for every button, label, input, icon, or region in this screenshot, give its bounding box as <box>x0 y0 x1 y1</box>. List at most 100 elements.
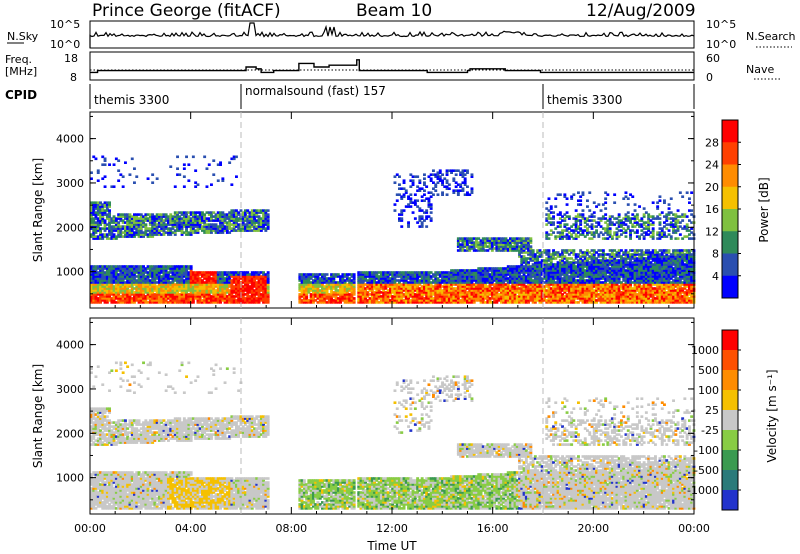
heatmap-cell <box>121 273 125 276</box>
heatmap-cell <box>230 293 234 296</box>
heatmap-cell <box>332 285 336 288</box>
heatmap-cell <box>312 289 315 292</box>
heatmap-cell <box>94 211 98 214</box>
heatmap-cell <box>302 275 306 278</box>
heatmap-cell <box>207 283 211 286</box>
heatmap-cell <box>210 285 213 288</box>
heatmap-cell <box>345 301 349 304</box>
heatmap-cell <box>307 273 311 276</box>
heatmap-cell <box>94 225 98 228</box>
heatmap-cell <box>180 287 184 290</box>
heatmap-cell <box>357 295 361 298</box>
heatmap-cell <box>112 285 116 288</box>
heatmap-cell <box>189 299 193 302</box>
heatmap-cell <box>187 219 191 222</box>
heatmap-cell <box>262 219 265 222</box>
heatmap-cell <box>101 281 105 284</box>
heatmap-cell <box>225 227 229 230</box>
heatmap-cell <box>155 297 159 300</box>
heatmap-cell <box>164 267 168 270</box>
heatmap-cell <box>121 281 125 284</box>
heatmap-cell <box>124 271 127 274</box>
heatmap-cell <box>130 297 134 300</box>
heatmap-cell <box>167 229 170 232</box>
heatmap-cell <box>191 221 195 224</box>
heatmap-cell <box>128 277 132 280</box>
heatmap-cell <box>148 295 152 298</box>
heatmap-cell <box>348 299 352 302</box>
heatmap-cell <box>201 279 204 282</box>
heatmap-cell <box>96 203 100 206</box>
heatmap-cell <box>266 281 270 284</box>
heatmap-cell <box>194 181 198 184</box>
heatmap-cell <box>182 167 186 170</box>
heatmap-cell <box>148 217 152 220</box>
heatmap-cell <box>110 217 114 220</box>
heatmap-cell <box>250 295 254 298</box>
heatmap-cell <box>160 295 164 298</box>
heatmap-cell <box>164 265 168 268</box>
heatmap-cell <box>99 275 102 278</box>
heatmap-cell <box>182 295 186 298</box>
heatmap-cell <box>191 287 195 290</box>
heatmap-cell <box>171 269 175 272</box>
heatmap-cell <box>235 281 238 284</box>
heatmap-cell <box>180 265 184 268</box>
heatmap-cell <box>246 293 250 296</box>
heatmap-cell <box>219 217 222 220</box>
heatmap-cell <box>142 295 145 298</box>
heatmap-cell <box>126 265 130 268</box>
heatmap-cell <box>160 215 164 218</box>
heatmap-cell <box>361 299 365 302</box>
heatmap-cell <box>221 177 225 180</box>
heatmap-cell <box>232 285 236 288</box>
heatmap-cell <box>366 283 370 286</box>
heatmap-cell <box>259 221 263 224</box>
heatmap-cell <box>135 289 139 292</box>
heatmap-cell <box>348 297 352 300</box>
heatmap-cell <box>228 223 232 226</box>
heatmap-cell <box>321 273 324 276</box>
heatmap-cell <box>334 285 338 288</box>
heatmap-cell <box>176 271 179 274</box>
heatmap-cell <box>103 175 107 178</box>
heatmap-cell <box>155 177 159 180</box>
heatmap-cell <box>429 177 433 180</box>
heatmap-cell <box>201 275 204 278</box>
heatmap-cell <box>264 215 268 218</box>
heatmap-cell <box>253 227 256 230</box>
heatmap-cell <box>151 223 155 226</box>
heatmap-cell <box>133 273 136 276</box>
heatmap-cell <box>364 299 367 302</box>
heatmap-cell <box>187 277 191 280</box>
heatmap-cell <box>194 293 198 296</box>
heatmap-cell <box>264 293 268 296</box>
heatmap-cell <box>246 215 250 218</box>
heatmap-cell <box>103 209 107 212</box>
heatmap-cell <box>266 213 270 216</box>
heatmap-cell <box>178 217 182 220</box>
heatmap-cell <box>210 231 213 234</box>
heatmap-cell <box>130 231 134 234</box>
heatmap-cell <box>343 295 347 298</box>
heatmap-cell <box>221 227 225 230</box>
heatmap-cell <box>298 283 302 286</box>
heatmap-cell <box>119 295 123 298</box>
heatmap-cell <box>103 233 107 236</box>
heatmap-cell <box>155 267 159 270</box>
heatmap-cell <box>325 293 329 296</box>
heatmap-cell <box>214 299 218 302</box>
heatmap-cell <box>99 301 102 304</box>
heatmap-cell <box>105 265 109 268</box>
heatmap-cell <box>250 271 254 274</box>
heatmap-cell <box>155 233 159 236</box>
heatmap-cell <box>108 287 111 290</box>
heatmap-cell <box>130 265 134 268</box>
heatmap-cell <box>330 279 333 282</box>
heatmap-cell <box>146 219 150 222</box>
heatmap-cell <box>203 299 207 302</box>
heatmap-cell <box>205 211 209 214</box>
heatmap-cell <box>157 277 161 280</box>
freq-panel: Freq. [MHz] 18 8 60 0 Nave <box>5 51 780 84</box>
